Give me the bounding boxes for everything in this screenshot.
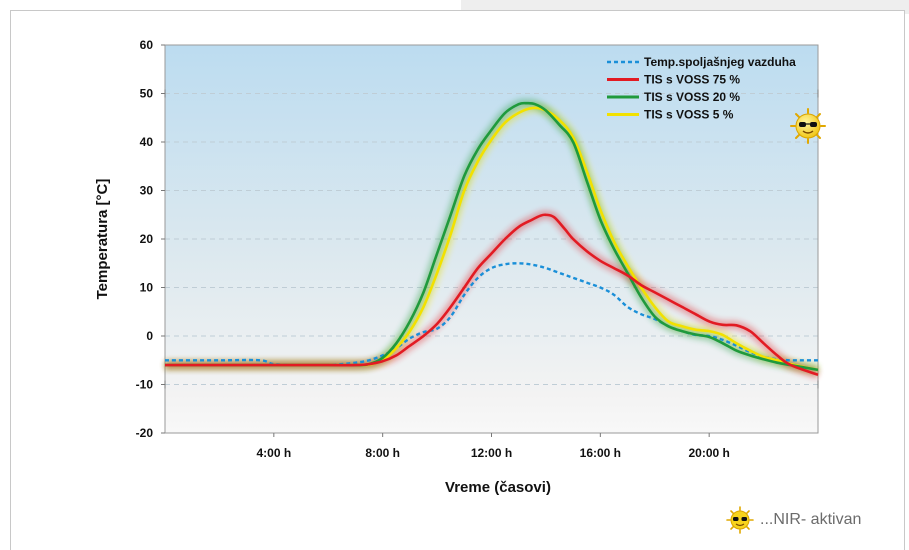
y-tick-label: 30 xyxy=(140,184,154,198)
y-tick-label: 10 xyxy=(140,281,154,295)
sun-icon xyxy=(726,506,754,534)
x-tick-label: 12:00 h xyxy=(471,446,512,460)
legend-label: Temp.spoljašnjeg vazduha xyxy=(644,55,796,69)
x-tick-label: 16:00 h xyxy=(580,446,621,460)
x-axis-title: Vreme (časovi) xyxy=(445,479,551,496)
legend-label: TIS s VOSS 5 % xyxy=(644,108,734,122)
x-tick-label: 8:00 h xyxy=(365,446,400,460)
legend-label: TIS s VOSS 20 % xyxy=(644,90,740,104)
y-tick-label: 60 xyxy=(140,38,154,52)
series-1-line xyxy=(164,213,819,377)
y-tick-label: 40 xyxy=(140,135,154,149)
y-tick-label: 50 xyxy=(140,87,154,101)
x-tick-labels: 4:00 h 8:00 h 12:00 h 16:00 h 20:00 h xyxy=(256,446,729,460)
chart-svg: 60 50 40 30 20 10 0 -10 -20 4:00 h 8:00 h 12:00 h 1… xyxy=(94,38,826,496)
series-layer xyxy=(164,101,819,377)
footer-text: ...NIR- aktivan xyxy=(760,511,862,528)
tick-marks xyxy=(161,44,819,437)
y-tick-label: -10 xyxy=(136,378,154,392)
x-tick-label: 4:00 h xyxy=(256,446,291,460)
legend-label: TIS s VOSS 75 % xyxy=(644,73,740,87)
y-tick-label: 0 xyxy=(146,329,153,343)
x-tick-label: 20:00 h xyxy=(688,446,729,460)
footer-note: ...NIR- aktivan xyxy=(726,506,861,534)
legend: Temp.spoljašnjeg vazduha TIS s VOSS 75 % T… xyxy=(607,55,796,122)
series-0-line xyxy=(164,262,819,367)
y-axis-title: Temperatura [°C] xyxy=(94,179,111,300)
y-tick-labels: 60 50 40 30 20 10 0 -10 -20 xyxy=(136,38,154,440)
y-tick-label: 20 xyxy=(140,232,154,246)
y-tick-label: -20 xyxy=(136,426,154,440)
sun-icon xyxy=(790,108,826,144)
series-2-line xyxy=(164,101,819,372)
